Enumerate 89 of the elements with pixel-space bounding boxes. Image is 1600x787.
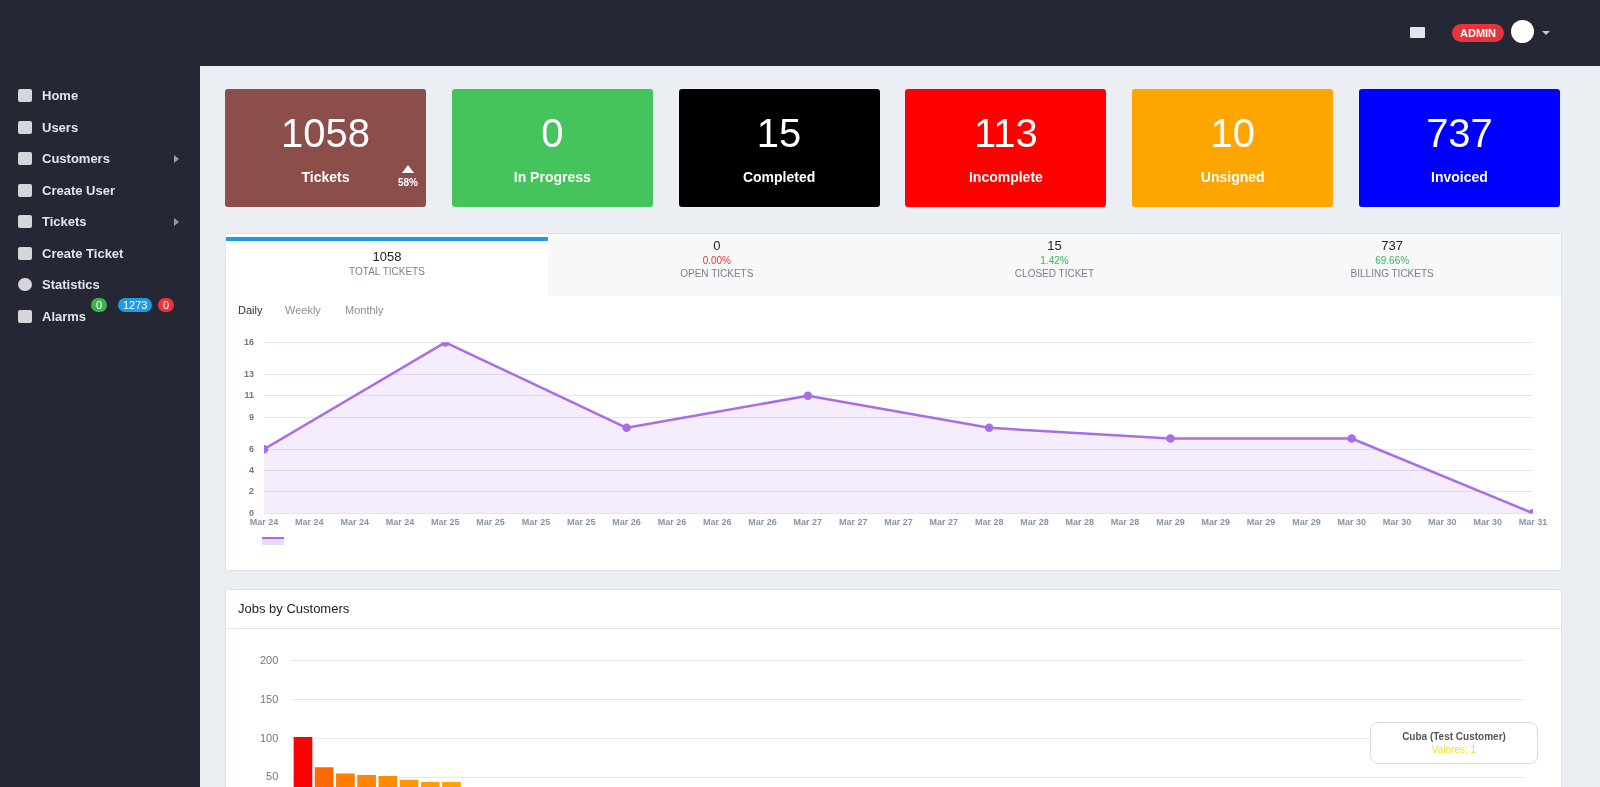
tooltip: Cuba (Test Customer) Valores: 1 [1370,722,1538,764]
data-label: 1058 [280,111,371,156]
x-tick-label: Mar 25 [566,517,596,528]
x-tick-label: Mar 29 [1201,517,1231,528]
point [622,423,631,433]
data-label: 1058 [371,249,403,264]
x-tick-label: Mar 24 [295,517,324,528]
category-label: Users [42,119,79,135]
category-label: Invoiced [1430,169,1489,185]
annotation: Cuba (Test Customer) [1401,731,1507,742]
x-tick-label: Mar 30 [1382,517,1412,528]
x-tick-label: Mar 26 [748,517,777,528]
x-tick-label: Mar 27 [884,517,913,528]
x-tick-label: Mar 29 [1246,517,1276,528]
data-label: 1273 [118,298,153,312]
y-tick-label: 200 [259,653,279,666]
text: Daily [238,304,263,316]
x-tick-label: Mar 27 [793,517,823,528]
x-tick-label: Mar 26 [612,517,641,528]
text: ADMIN [1452,24,1505,42]
x-tick-label: Mar 24 [249,517,279,528]
y-tick-label: 150 [259,692,279,705]
category-label: In Progress [512,169,592,185]
data-label: 0 [712,238,722,253]
text: Weekly [285,304,321,316]
data-label: 0 [540,111,565,156]
point [1166,434,1175,443]
x-tick-label: Mar 28 [974,517,1004,528]
category-label: Alarms [42,308,87,324]
x-tick-label: Mar 27 [929,517,959,528]
y-tick-label: 0 [249,507,255,518]
x-tick-label: Mar 24 [340,517,369,528]
x-tick-label: Mar 28 [1065,517,1095,528]
x-tick-label: Mar 25 [521,517,551,528]
category-label: BILLING TICKETS [1349,268,1435,279]
category-label: CLOSED TICKET [1013,268,1096,279]
x-tick-label: Mar 25 [476,517,505,528]
data-label: 15 [755,111,803,156]
data-label: 737 [1380,238,1404,253]
text: 0.00% [701,255,732,266]
text: 1.42% [1039,255,1070,266]
x-tick-label: Mar 28 [1110,517,1140,528]
data-label: 0 [91,298,108,312]
chart-title: Jobs by Customers [238,601,350,616]
x-tick-label: Mar 30 [1337,517,1366,528]
data-label: 113 [973,111,1039,156]
x-tick-label: Mar 24 [385,517,415,528]
category-label: Create Ticket [42,245,124,261]
category-label: Customers [42,151,110,166]
point [1347,434,1356,443]
x-tick-label: Mar 26 [702,517,732,528]
y-tick-label: 9 [249,411,255,422]
point [984,423,994,433]
x-tick-label: Mar 30 [1473,517,1502,528]
y-tick-label: 6 [249,443,255,454]
category-label: Incomplete [967,169,1044,185]
category-label: Completed [741,169,817,185]
category-label: Create User [42,182,115,198]
y-tick-label: 4 [249,464,255,475]
y-tick-label: 100 [259,731,279,744]
annotation: Valores: 1 [1430,744,1478,755]
data-label: 737 [1425,111,1494,156]
data-label: 0 [158,298,175,312]
text: 58% [397,177,418,188]
category-label: TOTAL TICKETS [348,266,426,277]
x-tick-label: Mar 29 [1156,517,1185,528]
category-label: OPEN TICKETS [679,268,755,279]
category-label: Statistics [42,277,100,292]
x-tick-label: Mar 26 [657,517,687,528]
x-tick-label: Mar 27 [838,517,868,528]
category-label: Home [42,88,79,103]
y-tick-label: 16 [244,336,255,347]
x-tick-label: Mar 29 [1292,517,1321,528]
y-tick-label: 2 [249,486,255,497]
data-label: 15 [1046,238,1063,253]
category-label: Tickets [42,214,87,229]
y-tick-label: 13 [244,368,255,379]
text: 69.66% [1374,255,1411,266]
x-tick-label: Mar 25 [431,517,460,528]
category-label: Tickets [301,169,350,185]
x-tick-label: Mar 30 [1428,517,1457,528]
y-tick-label: 11 [244,390,255,401]
y-tick-label: 50 [266,770,279,783]
category-label: Unsigned [1199,169,1266,185]
x-tick-label: Mar 28 [1020,517,1049,528]
x-tick-label: Mar 31 [1518,517,1548,528]
data-label: 10 [1209,111,1256,156]
point [803,391,813,401]
text: Monthly [345,304,384,316]
